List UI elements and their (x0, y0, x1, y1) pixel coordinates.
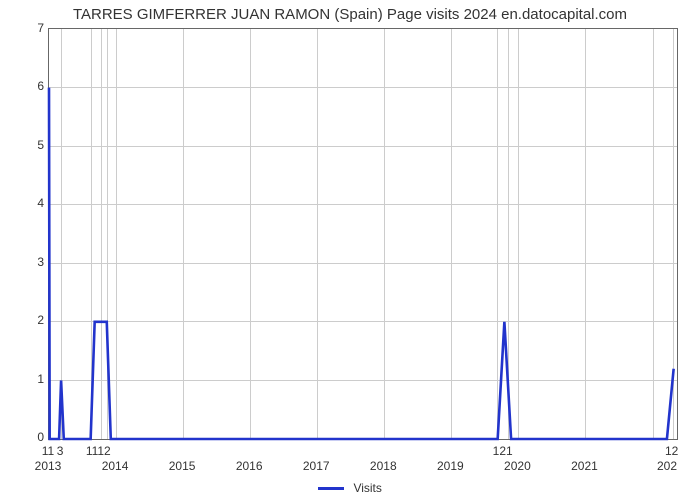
chart-title: TARRES GIMFERRER JUAN RAMON (Spain) Page… (0, 6, 700, 23)
xtick-year-label: 202 (657, 459, 677, 473)
legend-swatch (318, 487, 344, 490)
ytick-label: 4 (14, 196, 44, 210)
ytick-label: 1 (14, 372, 44, 386)
line-series (49, 29, 677, 439)
ytick-label: 0 (14, 430, 44, 444)
xtick-year-label: 2014 (102, 459, 129, 473)
ytick-label: 7 (14, 21, 44, 35)
xtick-minor-label: 1112 (86, 444, 111, 458)
plot-area (48, 28, 678, 440)
xtick-year-label: 2015 (169, 459, 196, 473)
xtick-year-label: 2016 (236, 459, 263, 473)
ytick-label: 6 (14, 79, 44, 93)
legend-label: Visits (353, 481, 381, 495)
legend: Visits (0, 480, 700, 495)
xtick-year-label: 2017 (303, 459, 330, 473)
xtick-year-label: 2013 (35, 459, 62, 473)
xtick-minor-label: 3 (57, 444, 64, 458)
xtick-minor-label: 11 (42, 444, 54, 458)
xtick-year-label: 2021 (571, 459, 598, 473)
xtick-year-label: 2019 (437, 459, 464, 473)
chart-container: TARRES GIMFERRER JUAN RAMON (Spain) Page… (0, 0, 700, 500)
ytick-label: 2 (14, 313, 44, 327)
ytick-label: 3 (14, 255, 44, 269)
xtick-minor-label: 121 (493, 444, 513, 458)
ytick-label: 5 (14, 138, 44, 152)
xtick-year-label: 2018 (370, 459, 397, 473)
xtick-year-label: 2020 (504, 459, 531, 473)
xtick-minor-label: 12 (665, 444, 678, 458)
